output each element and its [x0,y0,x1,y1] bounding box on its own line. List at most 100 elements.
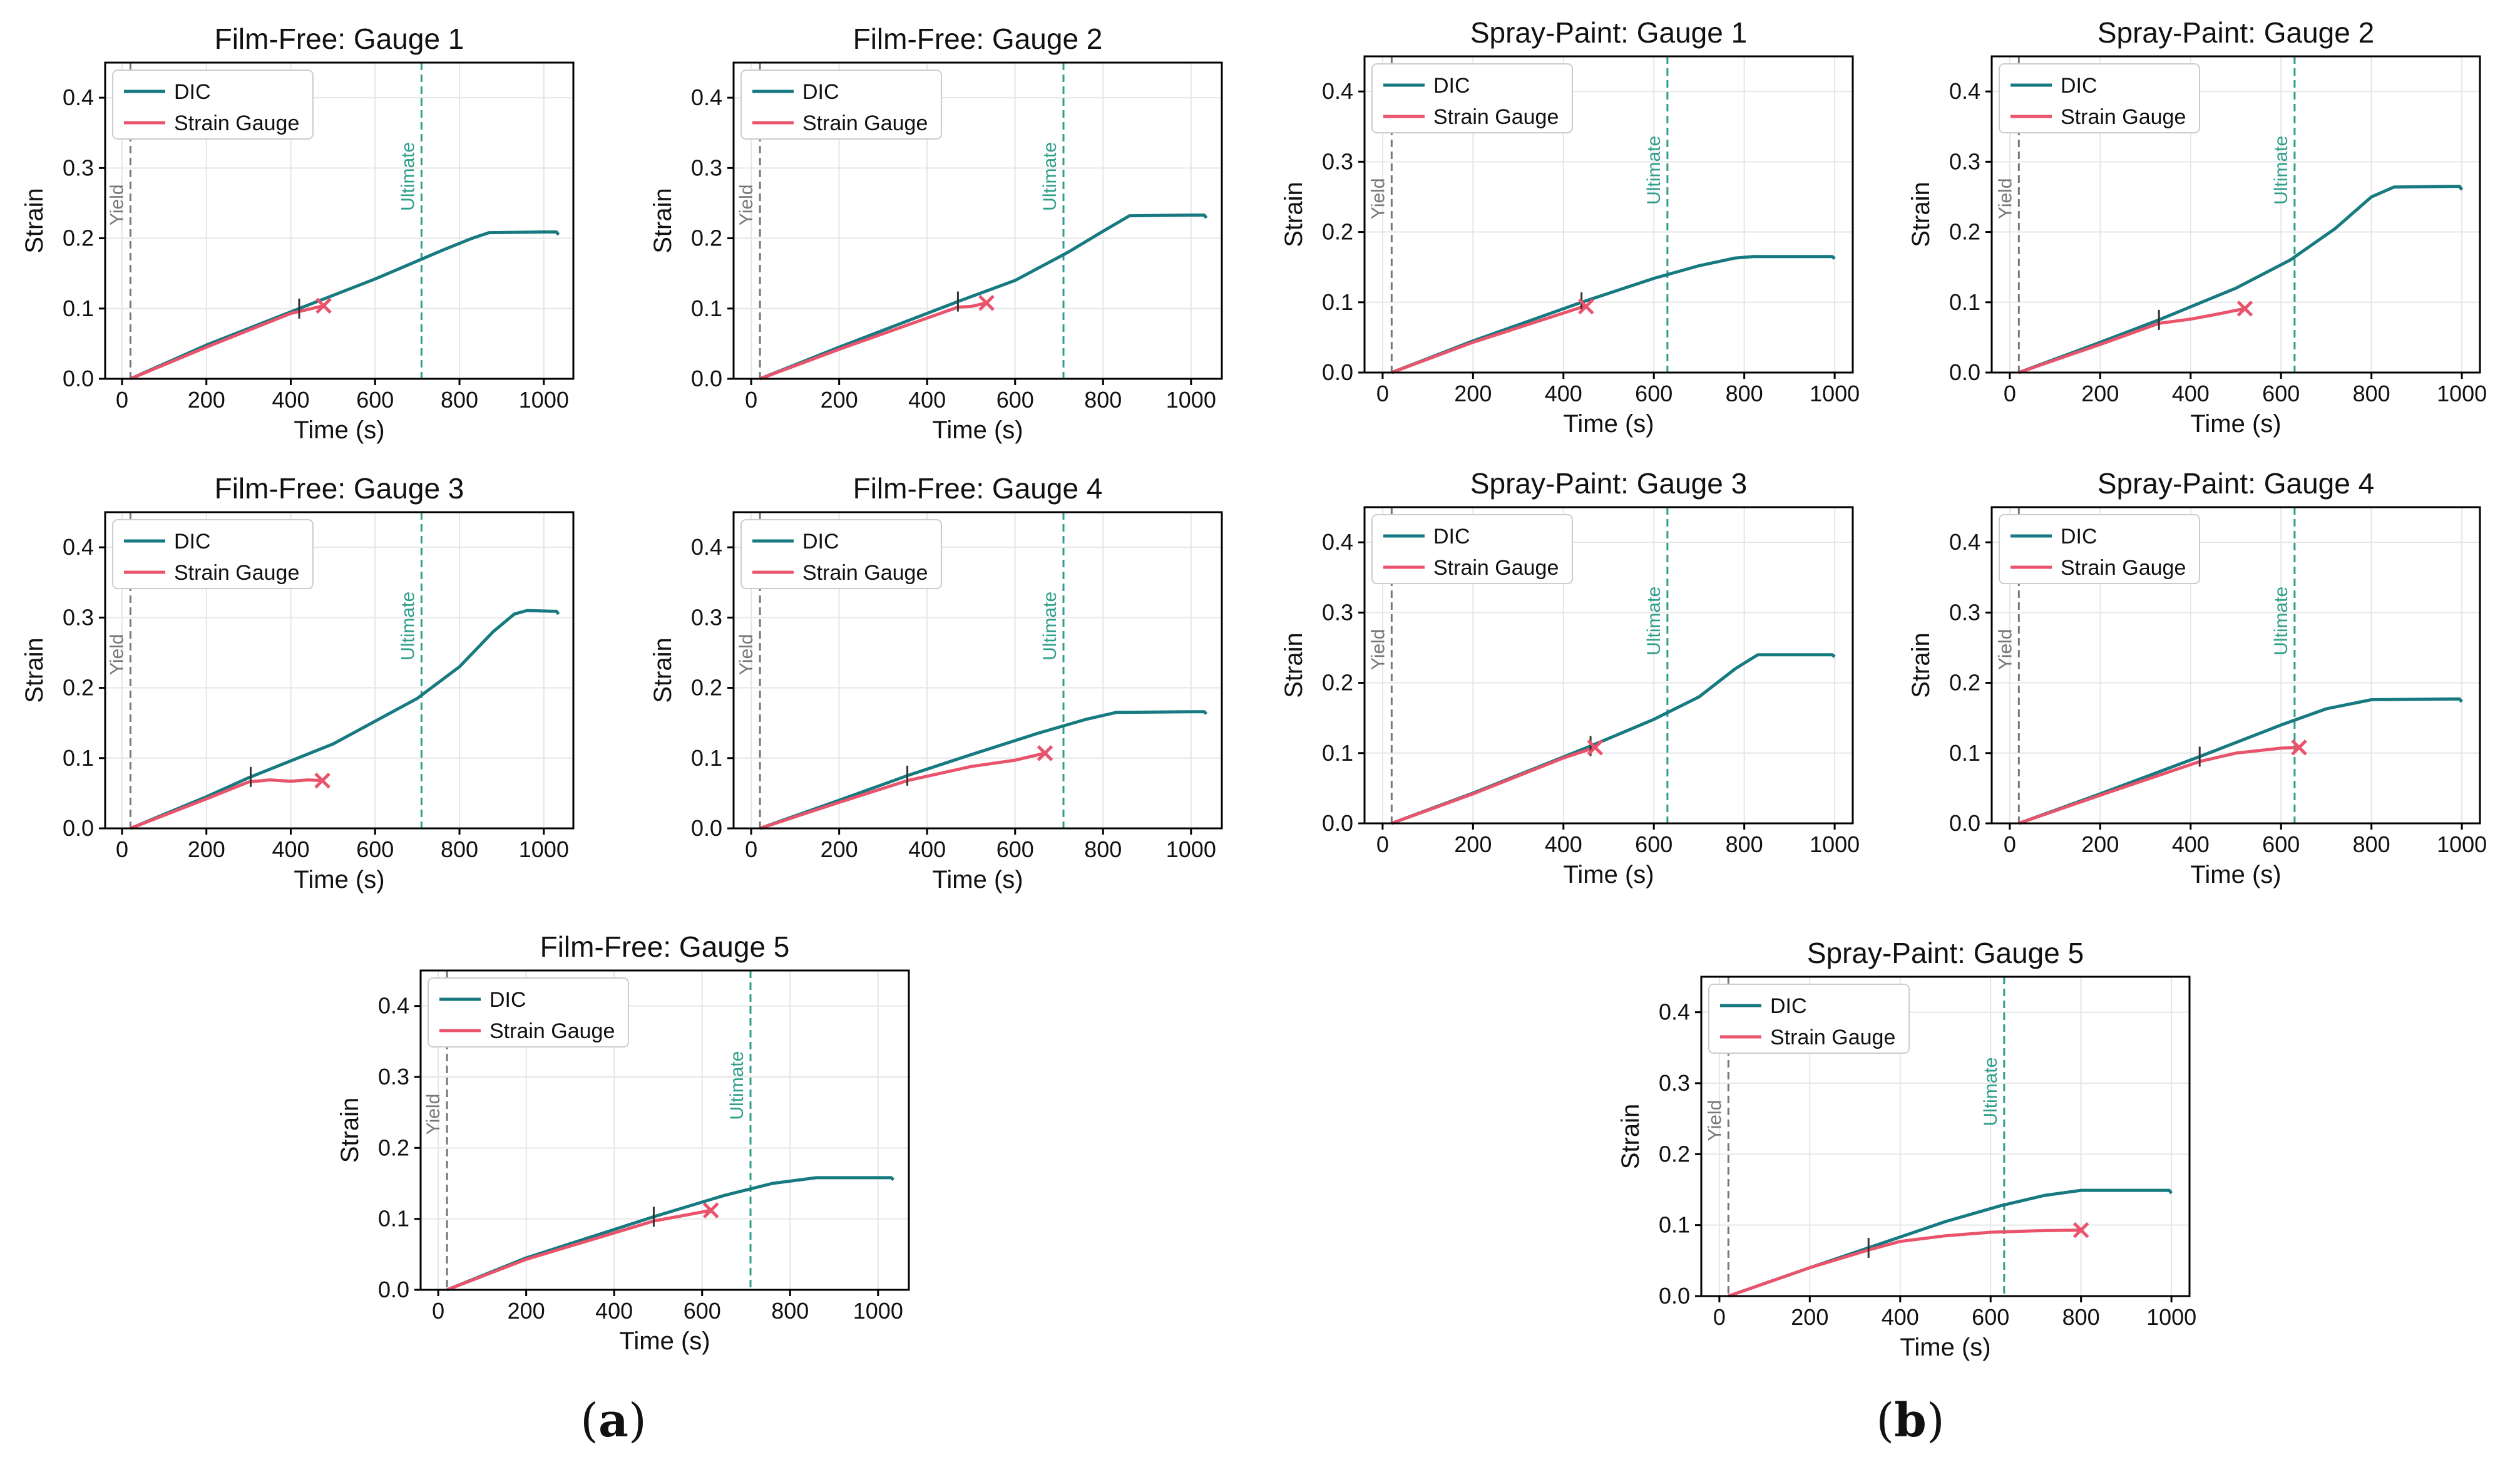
x-tick-label: 600 [996,387,1034,413]
gauge-end-stroke [1578,298,1594,315]
y-tick-label: 0.1 [691,296,722,321]
y-tick-label: 0.4 [1322,529,1353,555]
x-axis-label: Time (s) [932,416,1023,444]
legend-label-strain-gauge: Strain Gauge [489,1019,615,1043]
x-tick-label: 1000 [519,837,569,862]
y-tick-label: 0.2 [1949,219,1980,245]
legend-label-strain-gauge: Strain Gauge [1433,105,1559,129]
y-tick-label: 0.4 [63,534,94,560]
legend-label-strain-gauge: Strain Gauge [802,111,928,135]
chart-title: Spray-Paint: Gauge 2 [2097,16,2374,49]
series-strain-gauge [2018,746,2300,825]
yield-label: Yield [1995,629,2015,670]
series-dic [1728,1188,2173,1298]
y-axis-label: Strain [336,1098,364,1163]
ultimate-label: Ultimate [2271,587,2292,656]
x-tick-label: 200 [188,837,225,862]
gauge-end-marker [978,295,995,311]
y-tick-label: 0.1 [63,296,94,321]
legend-label-dic: DIC [1433,525,1470,548]
x-tick-label: 1000 [2146,1304,2196,1330]
x-axis-label: Time (s) [932,866,1023,893]
chart-2: Yield Ultimate 0 200 400 600 800 1000 0.0 0.1 0.2 0… [649,23,1223,444]
x-tick-label: 0 [432,1298,444,1324]
y-tick-label: 0.3 [1659,1070,1690,1096]
y-tick-label: 0.1 [378,1206,409,1232]
y-tick-label: 0.3 [1322,148,1353,174]
gauge-end-marker [1578,298,1594,315]
y-tick-label: 0.2 [691,225,722,251]
legend: DIC Strain Gauge [112,70,314,140]
ultimate-label: Ultimate [397,142,418,211]
axes-frame [104,61,575,380]
y-tick-label: 0.3 [691,604,722,630]
x-tick-label: 600 [356,387,394,413]
gauge-end-marker [2236,301,2253,317]
chart-4: Yield Ultimate 0 200 400 600 800 1000 0.0 0.1 0.2 0… [1907,16,2487,438]
chart-9: Yield Ultimate 0 200 400 600 800 1000 0.0 0.1 0.2 0… [336,930,910,1355]
x-tick-label: 0 [745,837,757,862]
x-axis-label: Time (s) [2190,861,2281,888]
ultimate-label: Ultimate [727,1051,747,1120]
chart-title: Film-Free: Gauge 5 [540,930,790,963]
y-tick-label: 0.2 [63,675,94,701]
x-tick-label: 400 [595,1298,633,1324]
gauge-end-marker [314,772,330,789]
yield-label: Yield [423,1094,444,1135]
legend: DIC Strain Gauge [1999,63,2200,133]
chart-7: Yield Ultimate 0 200 400 600 800 1000 0.0 0.1 0.2 0… [1280,467,1860,888]
y-axis-label: Strain [21,637,48,703]
y-tick-label: 0.0 [1949,810,1980,836]
chart-6: Yield Ultimate 0 200 400 600 800 1000 0.0 0.1 0.2 0… [649,472,1223,893]
series-dic [130,609,560,830]
chart-title: Spray-Paint: Gauge 3 [1470,467,1747,500]
x-axis-label: Time (s) [2190,410,2281,438]
x-tick-label: 200 [1791,1304,1828,1330]
legend: DIC Strain Gauge [1999,514,2200,584]
series-dic [446,1176,895,1292]
y-tick-label: 0.0 [1949,359,1980,385]
legend-label-strain-gauge: Strain Gauge [1433,556,1559,580]
x-tick-label: 800 [441,387,478,413]
y-axis-label: Strain [1280,182,1308,247]
legend-label-dic: DIC [1770,994,1807,1018]
legend: DIC Strain Gauge [740,519,942,589]
x-tick-label: 200 [821,387,858,413]
legend-label-dic: DIC [1433,74,1470,98]
series-strain-gauge [759,301,987,381]
x-axis-label: Time (s) [1563,410,1654,438]
x-tick-label: 0 [2004,381,2016,406]
yield-label: Yield [736,634,757,675]
x-tick-label: 800 [2062,1304,2100,1330]
gauge-end-stroke [1587,739,1604,756]
x-tick-label: 1000 [2437,831,2487,857]
axes-frame [732,511,1223,830]
x-tick-label: 200 [2081,381,2119,406]
x-tick-label: 600 [1972,1304,2009,1330]
x-tick-label: 200 [2081,831,2119,857]
series-strain-gauge [1391,746,1596,825]
x-tick-label: 400 [908,837,946,862]
x-tick-label: 800 [771,1298,809,1324]
legend-label-dic: DIC [2061,525,2097,548]
legend: DIC Strain Gauge [1371,514,1573,584]
y-tick-label: 0.1 [1949,740,1980,766]
y-tick-label: 0.4 [1322,78,1353,104]
caption-b-open: ( [1876,1394,1895,1448]
gauge-end-stroke [314,772,330,789]
ultimate-label: Ultimate [397,592,418,661]
legend: DIC Strain Gauge [740,70,942,140]
legend: DIC Strain Gauge [1708,984,1910,1054]
caption-a-open: ( [580,1394,599,1448]
x-tick-label: 800 [2353,381,2390,406]
chart-title: Film-Free: Gauge 2 [853,23,1103,55]
chart-title: Film-Free: Gauge 4 [853,472,1103,505]
y-tick-label: 0.4 [63,85,94,110]
x-tick-label: 1000 [1166,837,1216,862]
x-axis-label: Time (s) [294,416,384,444]
chart-title: Film-Free: Gauge 3 [215,472,464,505]
y-tick-label: 0.2 [1949,670,1980,696]
legend-label-dic: DIC [489,988,526,1012]
x-tick-label: 800 [2353,831,2390,857]
series-dic [1391,255,1836,374]
